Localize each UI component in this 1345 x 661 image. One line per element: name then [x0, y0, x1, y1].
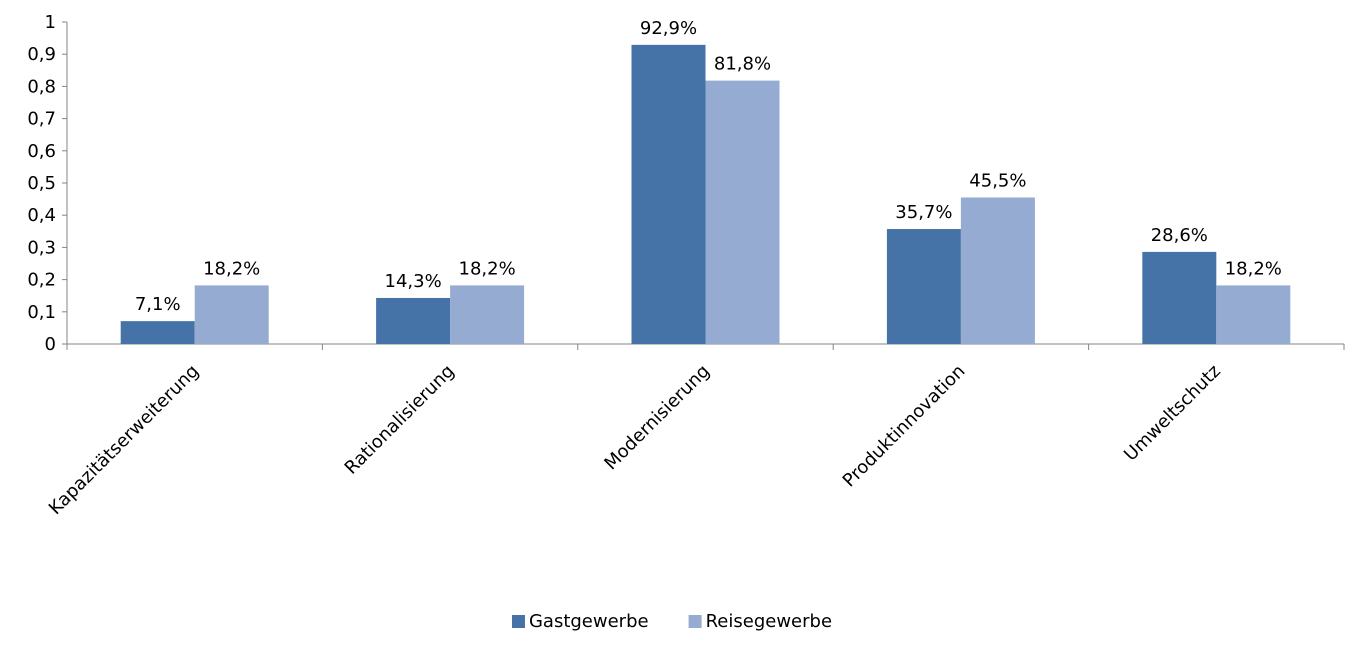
bar-gastgewerbe-5	[1142, 251, 1217, 344]
x-category-label: Kapazitätserweiterung	[45, 361, 203, 519]
data-label: 81,8%	[714, 54, 771, 75]
y-tick-label: 0	[45, 334, 56, 355]
legend-swatch-reisegewerbe	[688, 615, 702, 628]
y-tick-label: 0,7	[27, 109, 56, 130]
y-tick-label: 0,2	[27, 270, 56, 291]
data-label: 35,7%	[895, 202, 952, 223]
data-label: 14,3%	[385, 271, 442, 292]
x-category-label: Rationalisierung	[341, 361, 459, 479]
data-label: 45,5%	[969, 170, 1026, 191]
bars	[120, 44, 1291, 344]
data-label: 18,2%	[1225, 258, 1282, 279]
bar-reisegewerbe-1	[194, 285, 269, 344]
bar-reisegewerbe-4	[960, 197, 1035, 344]
legend-label-reisegewerbe: Reisegewerbe	[706, 611, 832, 632]
y-tick-label: 0,5	[27, 173, 56, 194]
legend: Gastgewerbe Reisegewerbe	[511, 611, 832, 632]
data-label: 28,6%	[1151, 225, 1208, 246]
bar-reisegewerbe-2	[450, 285, 525, 344]
legend-swatch-gastgewerbe	[511, 615, 525, 628]
data-labels: 7,1% 18,2% 14,3% 18,2% 92,9% 81,8% 35,7% 45,5% 2…	[135, 18, 1282, 315]
bar-gastgewerbe-1	[120, 321, 195, 344]
bar-gastgewerbe-3	[631, 44, 706, 344]
bar-gastgewerbe-4	[886, 229, 961, 344]
y-tick-label: 0,4	[27, 205, 56, 226]
y-tick-label: 0,3	[27, 237, 56, 258]
bar-reisegewerbe-5	[1216, 285, 1291, 344]
bar-gastgewerbe-2	[376, 297, 451, 344]
x-category-label: Produktinnovation	[839, 361, 970, 492]
y-tick-label: 0,6	[27, 141, 56, 162]
x-category-label: Umweltschutz	[1120, 361, 1225, 466]
data-label: 92,9%	[640, 18, 697, 39]
data-label: 18,2%	[459, 258, 516, 279]
data-label: 7,1%	[135, 294, 181, 315]
y-tick-label: 0,8	[27, 76, 56, 97]
y-tick-label: 0,1	[27, 302, 56, 323]
bar-reisegewerbe-3	[705, 80, 780, 344]
legend-label-gastgewerbe: Gastgewerbe	[529, 611, 649, 632]
y-tick-label: 1	[45, 12, 56, 33]
x-category-label: Modernisierung	[600, 361, 714, 475]
data-label: 18,2%	[203, 258, 260, 279]
y-tick-label: 0,9	[27, 44, 56, 65]
